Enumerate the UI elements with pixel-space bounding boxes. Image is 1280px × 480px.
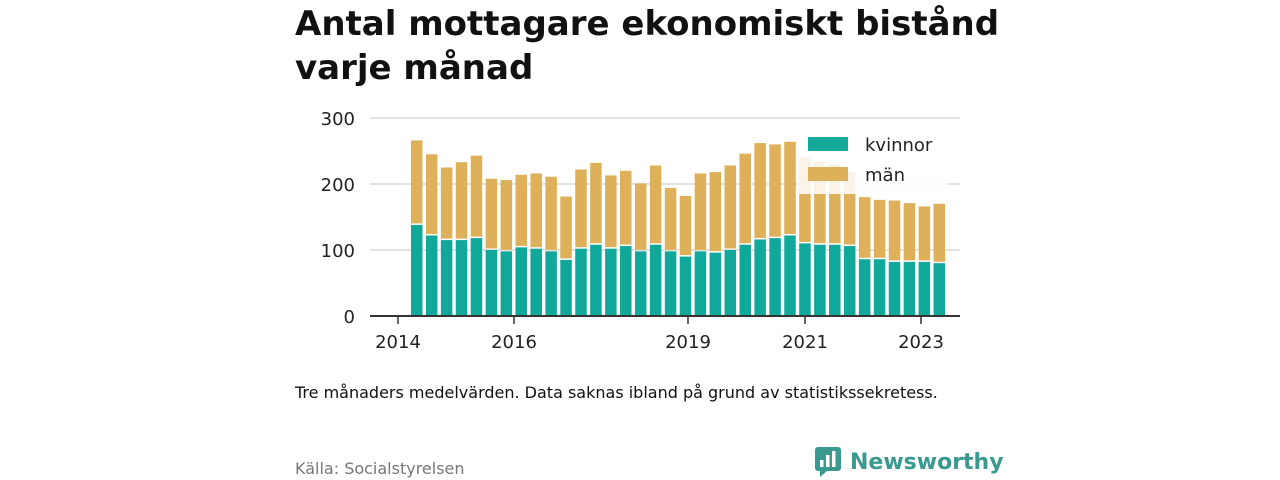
legend-label-man: män xyxy=(865,165,905,186)
bar-kvinnor xyxy=(530,248,542,316)
bar-man xyxy=(754,143,766,238)
bar-kvinnor xyxy=(754,239,766,316)
bar-kvinnor xyxy=(888,261,901,316)
bar-kvinnor xyxy=(470,238,483,316)
bar-kvinnor xyxy=(485,250,498,316)
bar-man xyxy=(784,141,796,234)
bar-kvinnor xyxy=(814,244,826,316)
bar-man xyxy=(560,196,572,259)
bar-kvinnor xyxy=(440,240,453,316)
bar-man xyxy=(739,153,751,244)
bar-kvinnor xyxy=(545,251,557,316)
bar-kvinnor xyxy=(515,247,528,316)
legend: kvinnor män xyxy=(798,128,948,194)
bar-kvinnor xyxy=(843,246,856,316)
bar-man xyxy=(500,180,513,250)
bar-man xyxy=(829,164,841,244)
legend-swatch-man xyxy=(808,167,848,181)
bar-kvinnor xyxy=(620,246,632,316)
bar-kvinnor xyxy=(590,244,602,316)
bar-kvinnor xyxy=(769,238,781,316)
bar-man xyxy=(769,144,781,237)
x-tick-label: 2016 xyxy=(491,332,537,353)
newsworthy-logo-icon xyxy=(815,447,841,477)
bar-man xyxy=(814,161,826,244)
bar-man xyxy=(620,170,632,245)
source-text: Källa: Socialstyrelsen xyxy=(295,459,465,478)
brand-name: Newsworthy xyxy=(850,449,1004,475)
bar-kvinnor xyxy=(575,248,587,316)
x-tick-label: 2019 xyxy=(665,332,711,353)
y-axis: 0 100 200 300 xyxy=(321,109,355,328)
bar-man xyxy=(649,165,662,244)
bar-man xyxy=(634,183,647,250)
bar-man xyxy=(858,197,871,258)
bar-kvinnor xyxy=(694,251,707,316)
bar-kvinnor xyxy=(664,251,677,316)
bar-man xyxy=(933,203,946,262)
bar-kvinnor xyxy=(829,244,841,316)
bar-kvinnor xyxy=(679,256,692,316)
bar-man xyxy=(590,162,602,244)
bar-man xyxy=(440,167,453,239)
bar-man xyxy=(455,162,468,239)
bar-man xyxy=(679,195,692,256)
bar-man xyxy=(485,178,498,249)
bar-man xyxy=(470,155,483,237)
bar-kvinnor xyxy=(903,261,916,316)
bar-man xyxy=(425,154,438,234)
x-tick-label: 2014 xyxy=(375,332,421,353)
chart: 0 100 200 300 2014 2016 2019 2021 2023 kvinnor m… xyxy=(321,109,960,353)
bar-man xyxy=(724,165,737,249)
bar-man xyxy=(873,199,886,258)
bar-kvinnor xyxy=(709,252,722,316)
bar-kvinnor xyxy=(411,224,423,316)
bar-kvinnor xyxy=(425,235,438,316)
bar-man xyxy=(530,173,542,248)
bar-kvinnor xyxy=(858,259,871,316)
bar-man xyxy=(694,173,707,250)
bar-kvinnor xyxy=(918,261,931,316)
y-tick-label: 0 xyxy=(344,307,355,328)
x-tick-label: 2023 xyxy=(898,332,944,353)
bar-kvinnor xyxy=(605,248,617,316)
bar-man xyxy=(575,169,587,248)
bar-kvinnor xyxy=(634,251,647,316)
bar-kvinnor xyxy=(933,263,946,316)
bar-kvinnor xyxy=(799,243,811,316)
bar-man xyxy=(918,206,931,261)
bar-man xyxy=(843,172,856,245)
bar-man xyxy=(709,172,722,252)
bar-kvinnor xyxy=(873,259,886,316)
x-axis: 2014 2016 2019 2021 2023 xyxy=(370,315,960,353)
y-tick-label: 100 xyxy=(321,241,355,262)
bar-man xyxy=(515,174,528,246)
bar-man xyxy=(545,176,557,250)
chart-note: Tre månaders medelvärden. Data saknas ib… xyxy=(295,383,938,402)
chart-title: Antal mottagare ekonomiskt bistånd varje… xyxy=(295,4,1000,88)
bar-man xyxy=(664,187,677,250)
bar-man xyxy=(799,157,811,242)
bar-kvinnor xyxy=(724,250,737,316)
bar-man xyxy=(903,203,916,261)
bar-kvinnor xyxy=(739,244,751,316)
legend-swatch-kvinnor xyxy=(808,137,848,151)
legend-label-kvinnor: kvinnor xyxy=(865,135,933,156)
bars xyxy=(411,140,946,316)
x-tick-label: 2021 xyxy=(782,332,828,353)
bar-kvinnor xyxy=(500,251,513,316)
bar-kvinnor xyxy=(784,235,796,316)
y-tick-label: 300 xyxy=(321,109,355,130)
bar-man xyxy=(888,200,901,261)
bar-kvinnor xyxy=(455,240,468,316)
bar-man xyxy=(411,140,423,224)
bar-man xyxy=(605,175,617,248)
bar-kvinnor xyxy=(649,244,662,316)
y-tick-label: 200 xyxy=(321,175,355,196)
bar-kvinnor xyxy=(560,259,572,316)
newsworthy-logo: Newsworthy xyxy=(814,446,1004,478)
